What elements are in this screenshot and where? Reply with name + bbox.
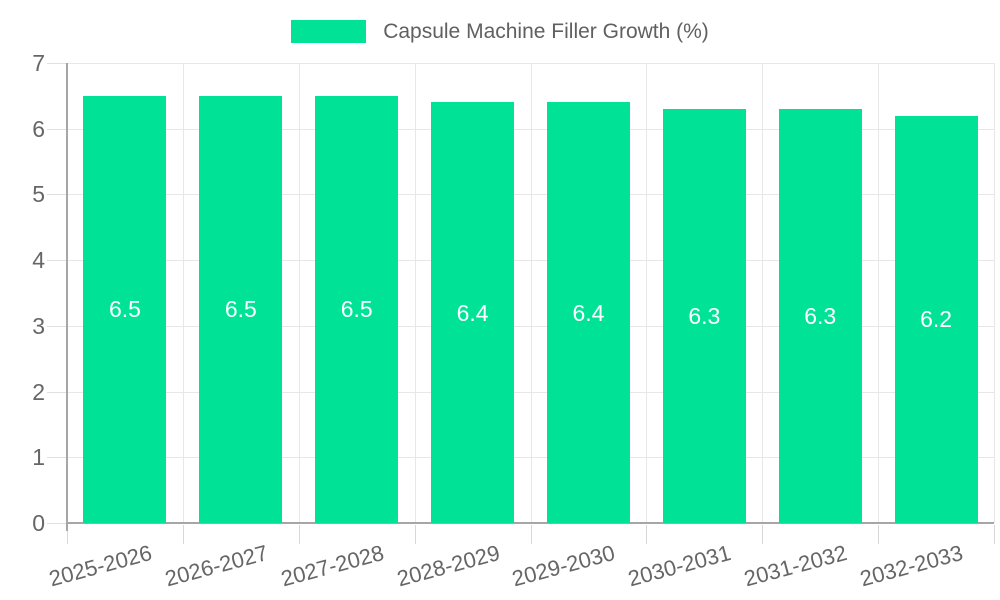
y-axis-label: 4 (32, 247, 45, 274)
y-axis-tick (47, 325, 67, 327)
legend[interactable]: Capsule Machine Filler Growth (%) (0, 18, 1000, 45)
v-gridline (182, 63, 184, 523)
x-axis-tick (298, 525, 300, 544)
x-axis-tick (182, 525, 184, 544)
v-gridline (298, 63, 300, 523)
v-gridline (994, 63, 995, 523)
bar[interactable] (199, 95, 283, 523)
y-axis-tick (47, 260, 67, 262)
v-gridline (878, 63, 880, 523)
bar-value-label: 6.5 (108, 296, 141, 323)
bar[interactable] (778, 109, 862, 523)
y-axis-label: 7 (32, 50, 45, 76)
bar-value-label: 6.4 (572, 299, 605, 326)
x-axis-tick (67, 525, 68, 544)
y-axis-label: 6 (32, 115, 45, 142)
x-axis-tick (414, 525, 416, 544)
legend-label: Capsule Machine Filler Growth (%) (383, 20, 709, 43)
x-axis-tick (994, 525, 995, 544)
y-axis-tick (47, 391, 67, 393)
x-axis-tick (878, 525, 880, 544)
bar-value-label: 6.5 (340, 296, 373, 323)
y-axis-tick (47, 63, 67, 64)
bar-value-label: 6.3 (804, 303, 837, 329)
bar-value-label: 6.5 (224, 296, 257, 323)
x-axis-tick (762, 525, 764, 544)
y-axis-tick (47, 457, 67, 459)
legend-marker (291, 20, 367, 43)
y-axis-tick (47, 194, 67, 196)
y-axis-label: 3 (32, 312, 45, 339)
v-gridline (762, 63, 764, 523)
v-gridline (414, 63, 416, 523)
bar-value-label: 6.3 (688, 303, 721, 329)
bar[interactable] (546, 102, 630, 523)
y-axis-line (66, 63, 68, 531)
y-axis-label: 2 (32, 378, 45, 405)
y-axis-label: 0 (32, 510, 45, 536)
bar[interactable] (83, 95, 167, 523)
v-gridline (530, 63, 532, 523)
bar[interactable] (315, 95, 399, 523)
bar[interactable] (431, 102, 515, 523)
bar-value-label: 6.4 (456, 299, 489, 326)
x-axis-tick (646, 525, 648, 544)
x-axis-tick (530, 525, 532, 544)
v-gridline (646, 63, 648, 523)
y-axis-label: 5 (32, 181, 45, 208)
y-axis-tick (47, 523, 67, 524)
y-axis-label: 1 (32, 444, 45, 471)
bar[interactable] (662, 109, 746, 523)
x-axis-line (67, 522, 994, 524)
bar-value-label: 6.2 (920, 306, 953, 333)
y-axis-tick (47, 128, 67, 130)
bar[interactable] (894, 115, 978, 523)
